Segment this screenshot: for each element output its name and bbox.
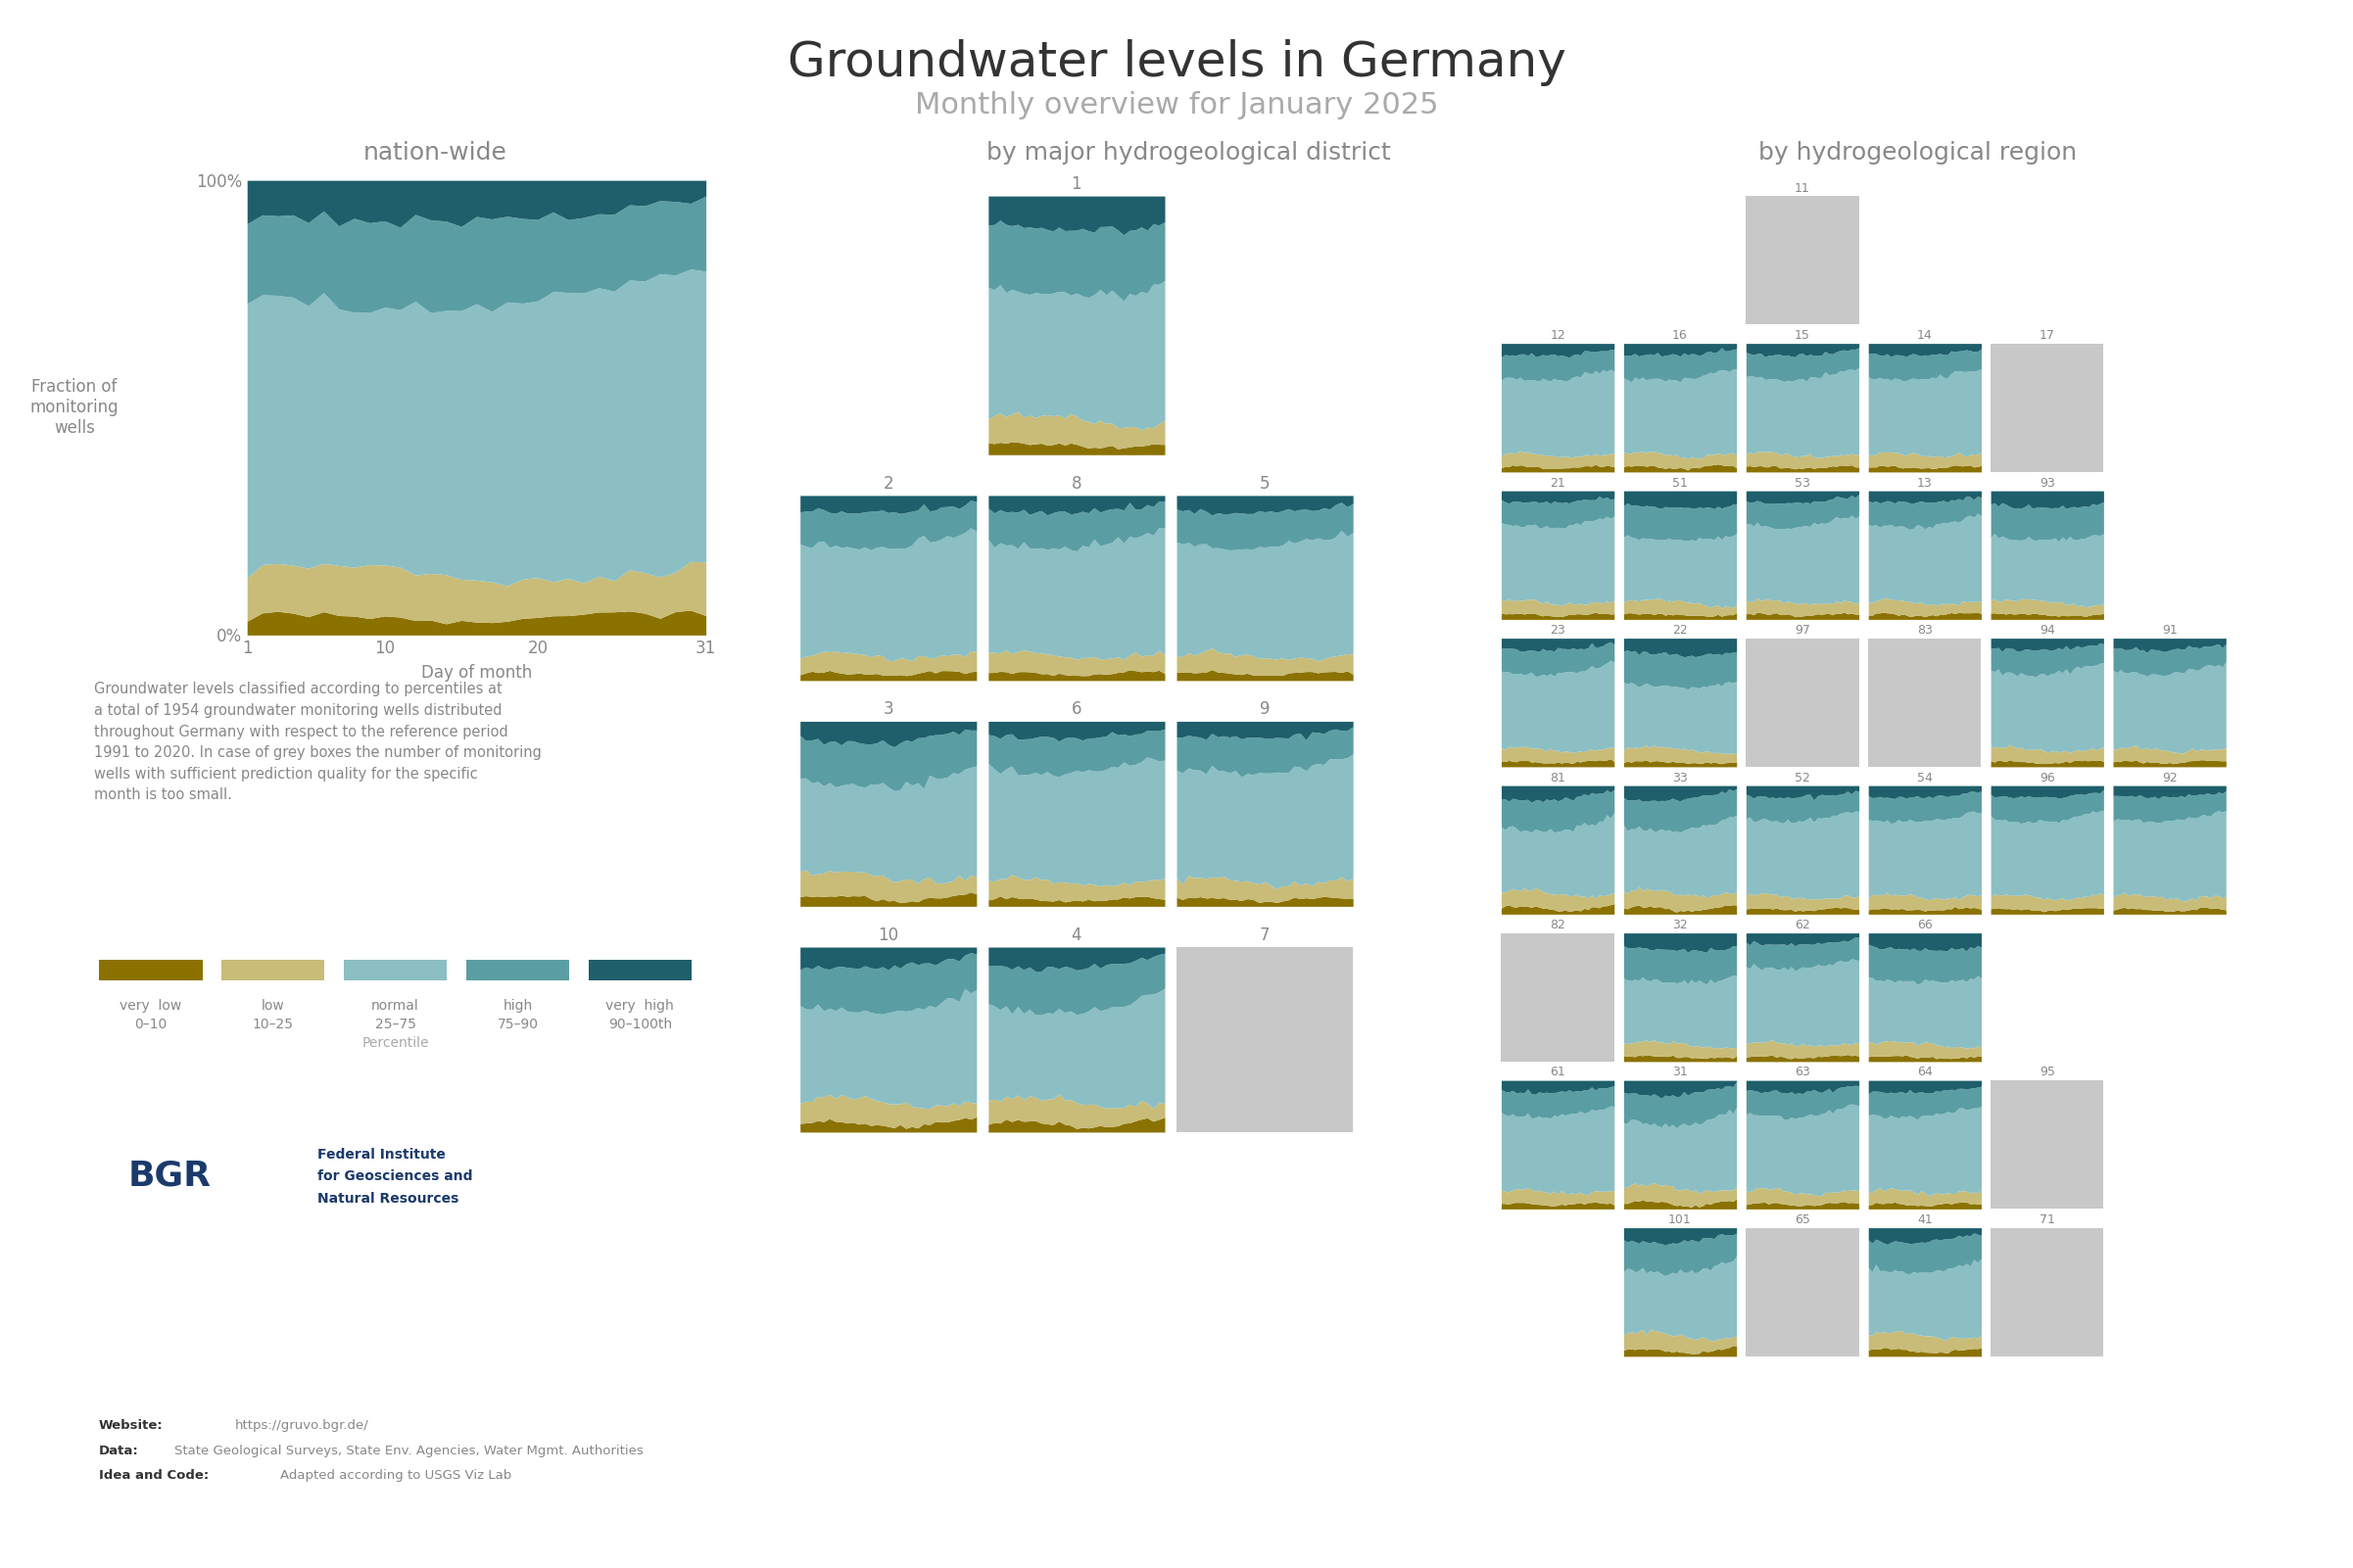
Text: 66: 66: [1918, 919, 1932, 931]
Text: 7: 7: [1259, 927, 1271, 944]
Text: nation-wide: nation-wide: [362, 141, 508, 165]
Text: 10–25: 10–25: [252, 1018, 294, 1032]
Text: Idea and Code:: Idea and Code:: [99, 1469, 209, 1482]
Text: 81: 81: [1551, 771, 1565, 784]
Text: 25–75: 25–75: [374, 1018, 416, 1032]
Text: 14: 14: [1918, 329, 1932, 342]
Text: high: high: [504, 999, 532, 1013]
Text: 92: 92: [2162, 771, 2177, 784]
Text: 97: 97: [1795, 624, 1809, 637]
Text: Monthly overview for January 2025: Monthly overview for January 2025: [915, 91, 1438, 119]
Text: 61: 61: [1551, 1066, 1565, 1079]
Text: 64: 64: [1918, 1066, 1932, 1079]
Text: State Geological Surveys, State Env. Agencies, Water Mgmt. Authorities: State Geological Surveys, State Env. Age…: [174, 1444, 642, 1457]
Text: 94: 94: [2040, 624, 2054, 637]
Text: 82: 82: [1551, 919, 1565, 931]
Text: by major hydrogeological district: by major hydrogeological district: [986, 141, 1391, 165]
Text: 3: 3: [882, 701, 894, 718]
Text: 95: 95: [2040, 1066, 2054, 1079]
Text: 22: 22: [1673, 624, 1687, 637]
Text: normal: normal: [372, 999, 419, 1013]
Text: 4: 4: [1071, 927, 1082, 944]
Text: Fraction of
monitoring
wells: Fraction of monitoring wells: [31, 378, 118, 437]
Text: 15: 15: [1795, 329, 1809, 342]
Text: Adapted according to USGS Viz Lab: Adapted according to USGS Viz Lab: [280, 1469, 511, 1482]
Text: 6: 6: [1071, 701, 1082, 718]
Text: 21: 21: [1551, 477, 1565, 489]
Text: 75–90: 75–90: [496, 1018, 539, 1032]
Text: 90–100th: 90–100th: [607, 1018, 673, 1032]
X-axis label: Day of month: Day of month: [421, 665, 532, 682]
Text: 1: 1: [1071, 176, 1082, 193]
Text: 33: 33: [1673, 771, 1687, 784]
Text: Data:: Data:: [99, 1444, 139, 1457]
Text: 16: 16: [1673, 329, 1687, 342]
Text: Groundwater levels classified according to percentiles at
a total of 1954 ground: Groundwater levels classified according …: [94, 682, 541, 803]
Text: 83: 83: [1918, 624, 1932, 637]
Text: 65: 65: [1795, 1214, 1809, 1226]
Text: 31: 31: [1673, 1066, 1687, 1079]
Text: very  low: very low: [120, 999, 181, 1013]
Text: 51: 51: [1673, 477, 1687, 489]
Text: Website:: Website:: [99, 1419, 162, 1432]
Text: Groundwater levels in Germany: Groundwater levels in Germany: [788, 39, 1565, 86]
Text: 91: 91: [2162, 624, 2177, 637]
Text: Percentile: Percentile: [362, 1036, 428, 1051]
Text: 32: 32: [1673, 919, 1687, 931]
Text: 2: 2: [882, 475, 894, 492]
Text: 13: 13: [1918, 477, 1932, 489]
Text: 41: 41: [1918, 1214, 1932, 1226]
Text: 23: 23: [1551, 624, 1565, 637]
Text: 17: 17: [2040, 329, 2054, 342]
Text: https://gruvo.bgr.de/: https://gruvo.bgr.de/: [235, 1419, 369, 1432]
Text: 93: 93: [2040, 477, 2054, 489]
Text: 9: 9: [1259, 701, 1271, 718]
Text: 10: 10: [878, 927, 899, 944]
Text: 63: 63: [1795, 1066, 1809, 1079]
Text: 53: 53: [1795, 477, 1809, 489]
Text: 0–10: 0–10: [134, 1018, 167, 1032]
Text: Natural Resources: Natural Resources: [318, 1192, 459, 1206]
Text: 12: 12: [1551, 329, 1565, 342]
Text: 8: 8: [1071, 475, 1082, 492]
Text: 96: 96: [2040, 771, 2054, 784]
Text: 5: 5: [1259, 475, 1271, 492]
Text: 54: 54: [1918, 771, 1932, 784]
Text: BGR: BGR: [127, 1159, 212, 1193]
Text: 62: 62: [1795, 919, 1809, 931]
Text: 11: 11: [1795, 182, 1809, 194]
Text: 101: 101: [1668, 1214, 1692, 1226]
Text: Federal Institute: Federal Institute: [318, 1148, 445, 1162]
Text: very  high: very high: [605, 999, 675, 1013]
Text: 52: 52: [1795, 771, 1809, 784]
Text: for Geosciences and: for Geosciences and: [318, 1170, 473, 1184]
Text: by hydrogeological region: by hydrogeological region: [1758, 141, 2078, 165]
Text: 71: 71: [2040, 1214, 2054, 1226]
Text: low: low: [261, 999, 285, 1013]
